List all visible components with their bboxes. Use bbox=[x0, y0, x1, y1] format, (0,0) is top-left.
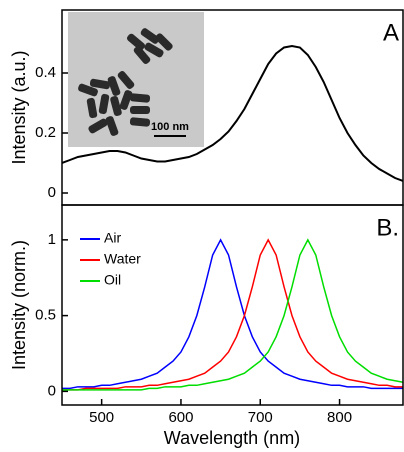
y-tick-label: 0.4 bbox=[35, 64, 56, 81]
x-tick-label: 500 bbox=[89, 409, 114, 426]
panel-label: B. bbox=[376, 214, 399, 241]
plot-frame bbox=[61, 204, 404, 406]
plot-area bbox=[62, 238, 403, 391]
series-line bbox=[62, 238, 403, 390]
x-axis-label: Wavelength (nm) bbox=[164, 428, 300, 448]
plot-area bbox=[62, 44, 403, 182]
y-tick-label: 1 bbox=[48, 231, 56, 248]
legend-label: Air bbox=[104, 230, 121, 246]
x-tick-label: 600 bbox=[168, 409, 193, 426]
x-tick-label: 700 bbox=[248, 409, 273, 426]
series-line bbox=[62, 44, 403, 182]
nanorods bbox=[78, 28, 173, 136]
series-line bbox=[62, 238, 403, 391]
y-tick-label: 0.2 bbox=[35, 124, 56, 141]
panel-label: A bbox=[383, 19, 399, 46]
x-tick-label: 800 bbox=[327, 409, 352, 426]
legend-label: Water bbox=[104, 251, 141, 267]
y-tick-label: 0.5 bbox=[35, 307, 56, 324]
y-tick-label: 0 bbox=[48, 382, 56, 399]
y-tick-label: 0 bbox=[48, 184, 56, 201]
series-line bbox=[62, 238, 403, 391]
y-axis-label: Intensity (a.u.) bbox=[9, 50, 29, 164]
legend-label: Oil bbox=[104, 272, 121, 288]
y-axis-label: Intensity (norm.) bbox=[9, 240, 29, 370]
scale-bar-label: 100 nm bbox=[151, 121, 189, 133]
inset-image: 100 nm bbox=[68, 12, 204, 147]
